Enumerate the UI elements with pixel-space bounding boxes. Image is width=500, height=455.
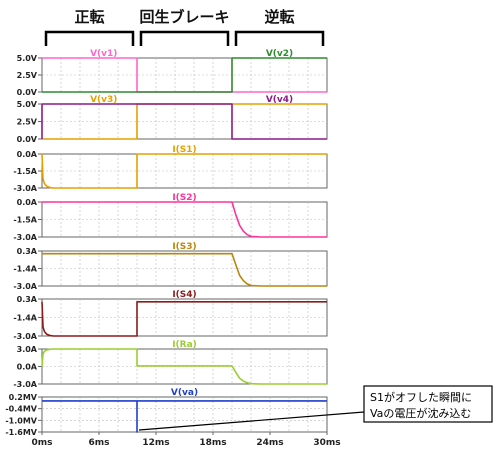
series-label: V(v1) xyxy=(90,49,117,59)
y-tick-label: -1.6MV xyxy=(5,428,37,437)
series-label: V(v3) xyxy=(90,95,117,105)
y-tick-label: -1.4A xyxy=(13,265,37,274)
y-tick-label: -1.5A xyxy=(13,216,37,225)
y-tick-label: 0.3A xyxy=(17,295,38,304)
plot-frame xyxy=(41,250,328,287)
phase-1: 回生ブレーキ xyxy=(139,8,230,46)
x-tick-label: 6ms xyxy=(89,438,110,448)
series-line-V(va) xyxy=(42,400,327,433)
phase-bracket xyxy=(44,30,135,46)
panel-6: 3.0A 0.0A -3.0A I(Ra) xyxy=(13,340,328,389)
series-label: V(va) xyxy=(171,388,198,398)
y-tick-label: 5.0V xyxy=(17,100,38,109)
panel-1: 5.0V 2.5V 0.0V V(v3) V(v4) xyxy=(17,95,328,144)
series-label: I(S2) xyxy=(172,193,196,203)
phase-2: 逆転 xyxy=(234,8,325,46)
callout-text-line1: S1がオフした瞬間に xyxy=(370,390,472,404)
phase-label: 逆転 xyxy=(264,8,294,26)
y-tick-label: -1.4A xyxy=(13,314,37,323)
plot-frame xyxy=(41,298,328,337)
series-line-V(v2) xyxy=(42,57,327,93)
x-tick-label: 0ms xyxy=(32,438,53,448)
series-line-V(v4) xyxy=(41,103,327,140)
y-tick-label: -1.5A xyxy=(13,167,37,176)
series-line-I(Ra) xyxy=(41,348,327,385)
y-tick-label: 0.0V xyxy=(17,88,38,97)
callout-box xyxy=(363,385,493,423)
phase-0: 正転 xyxy=(44,8,135,46)
y-tick-label: 2.5V xyxy=(17,118,38,127)
series-line-I(S1) xyxy=(41,153,327,189)
series-label: V(v2) xyxy=(266,49,293,59)
y-tick-label: -3.0A xyxy=(13,184,37,193)
x-tick-label: 18ms xyxy=(199,438,226,448)
y-tick-label: -3.0A xyxy=(13,332,37,341)
y-tick-label: -0.4MV xyxy=(5,405,37,414)
series-label: I(S4) xyxy=(172,290,196,300)
x-tick-label: 24ms xyxy=(256,438,283,448)
plot-frame xyxy=(41,57,328,93)
phase-bracket xyxy=(234,30,325,46)
phase-bracket xyxy=(139,30,230,46)
y-tick-label: -3.0A xyxy=(13,233,37,242)
series-label: I(S1) xyxy=(172,145,196,155)
y-tick-label: -3.0A xyxy=(13,380,37,389)
series-label: V(v4) xyxy=(266,95,293,105)
phase-label: 回生ブレーキ xyxy=(139,8,229,26)
phase-label: 正転 xyxy=(74,8,104,26)
plot-frame xyxy=(41,153,328,189)
panel-5: 0.3A -1.4A -3.0A I(S4) xyxy=(13,290,328,341)
series-line-I(S3) xyxy=(42,252,327,287)
y-tick-label: 0.0A xyxy=(17,363,38,372)
panel-2: 0.0A -1.5A -3.0A I(S1) xyxy=(13,145,328,193)
plot-frame xyxy=(41,103,328,140)
y-tick-label: 0.0V xyxy=(17,135,38,144)
x-tick-label: 12ms xyxy=(142,438,169,448)
panel-3: 0.0A -1.5A -3.0A I(S2) xyxy=(13,193,328,242)
y-tick-label: -1.0MV xyxy=(5,416,37,425)
y-tick-label: -3.0A xyxy=(13,282,37,291)
panel-0: 5.0V 2.5V 0.0V V(v1) V(v2) xyxy=(17,49,328,97)
y-tick-label: 0.0A xyxy=(17,198,38,207)
callout-pointer xyxy=(138,411,365,431)
y-tick-label: 0.0A xyxy=(17,150,38,159)
series-label: I(Ra) xyxy=(172,340,197,350)
plot-frame xyxy=(41,201,328,238)
series-line-I(S2) xyxy=(42,201,327,238)
y-tick-label: 0.2MV xyxy=(9,393,38,402)
callout-text-line2: Vaの電圧が沈み込む xyxy=(370,406,471,420)
y-tick-label: 5.0V xyxy=(17,54,38,63)
series-label: I(S3) xyxy=(172,242,196,252)
series-line-I(S4) xyxy=(41,300,327,337)
annotation-callout: S1がオフした瞬間に Vaの電圧が沈み込む xyxy=(138,385,493,431)
panel-4: 0.3A -1.4A -3.0A I(S3) xyxy=(13,242,328,291)
y-tick-label: 3.0A xyxy=(17,345,38,354)
y-tick-label: 0.3A xyxy=(17,247,38,256)
y-tick-label: 2.5V xyxy=(17,71,38,80)
x-tick-label: 30ms xyxy=(313,438,340,448)
